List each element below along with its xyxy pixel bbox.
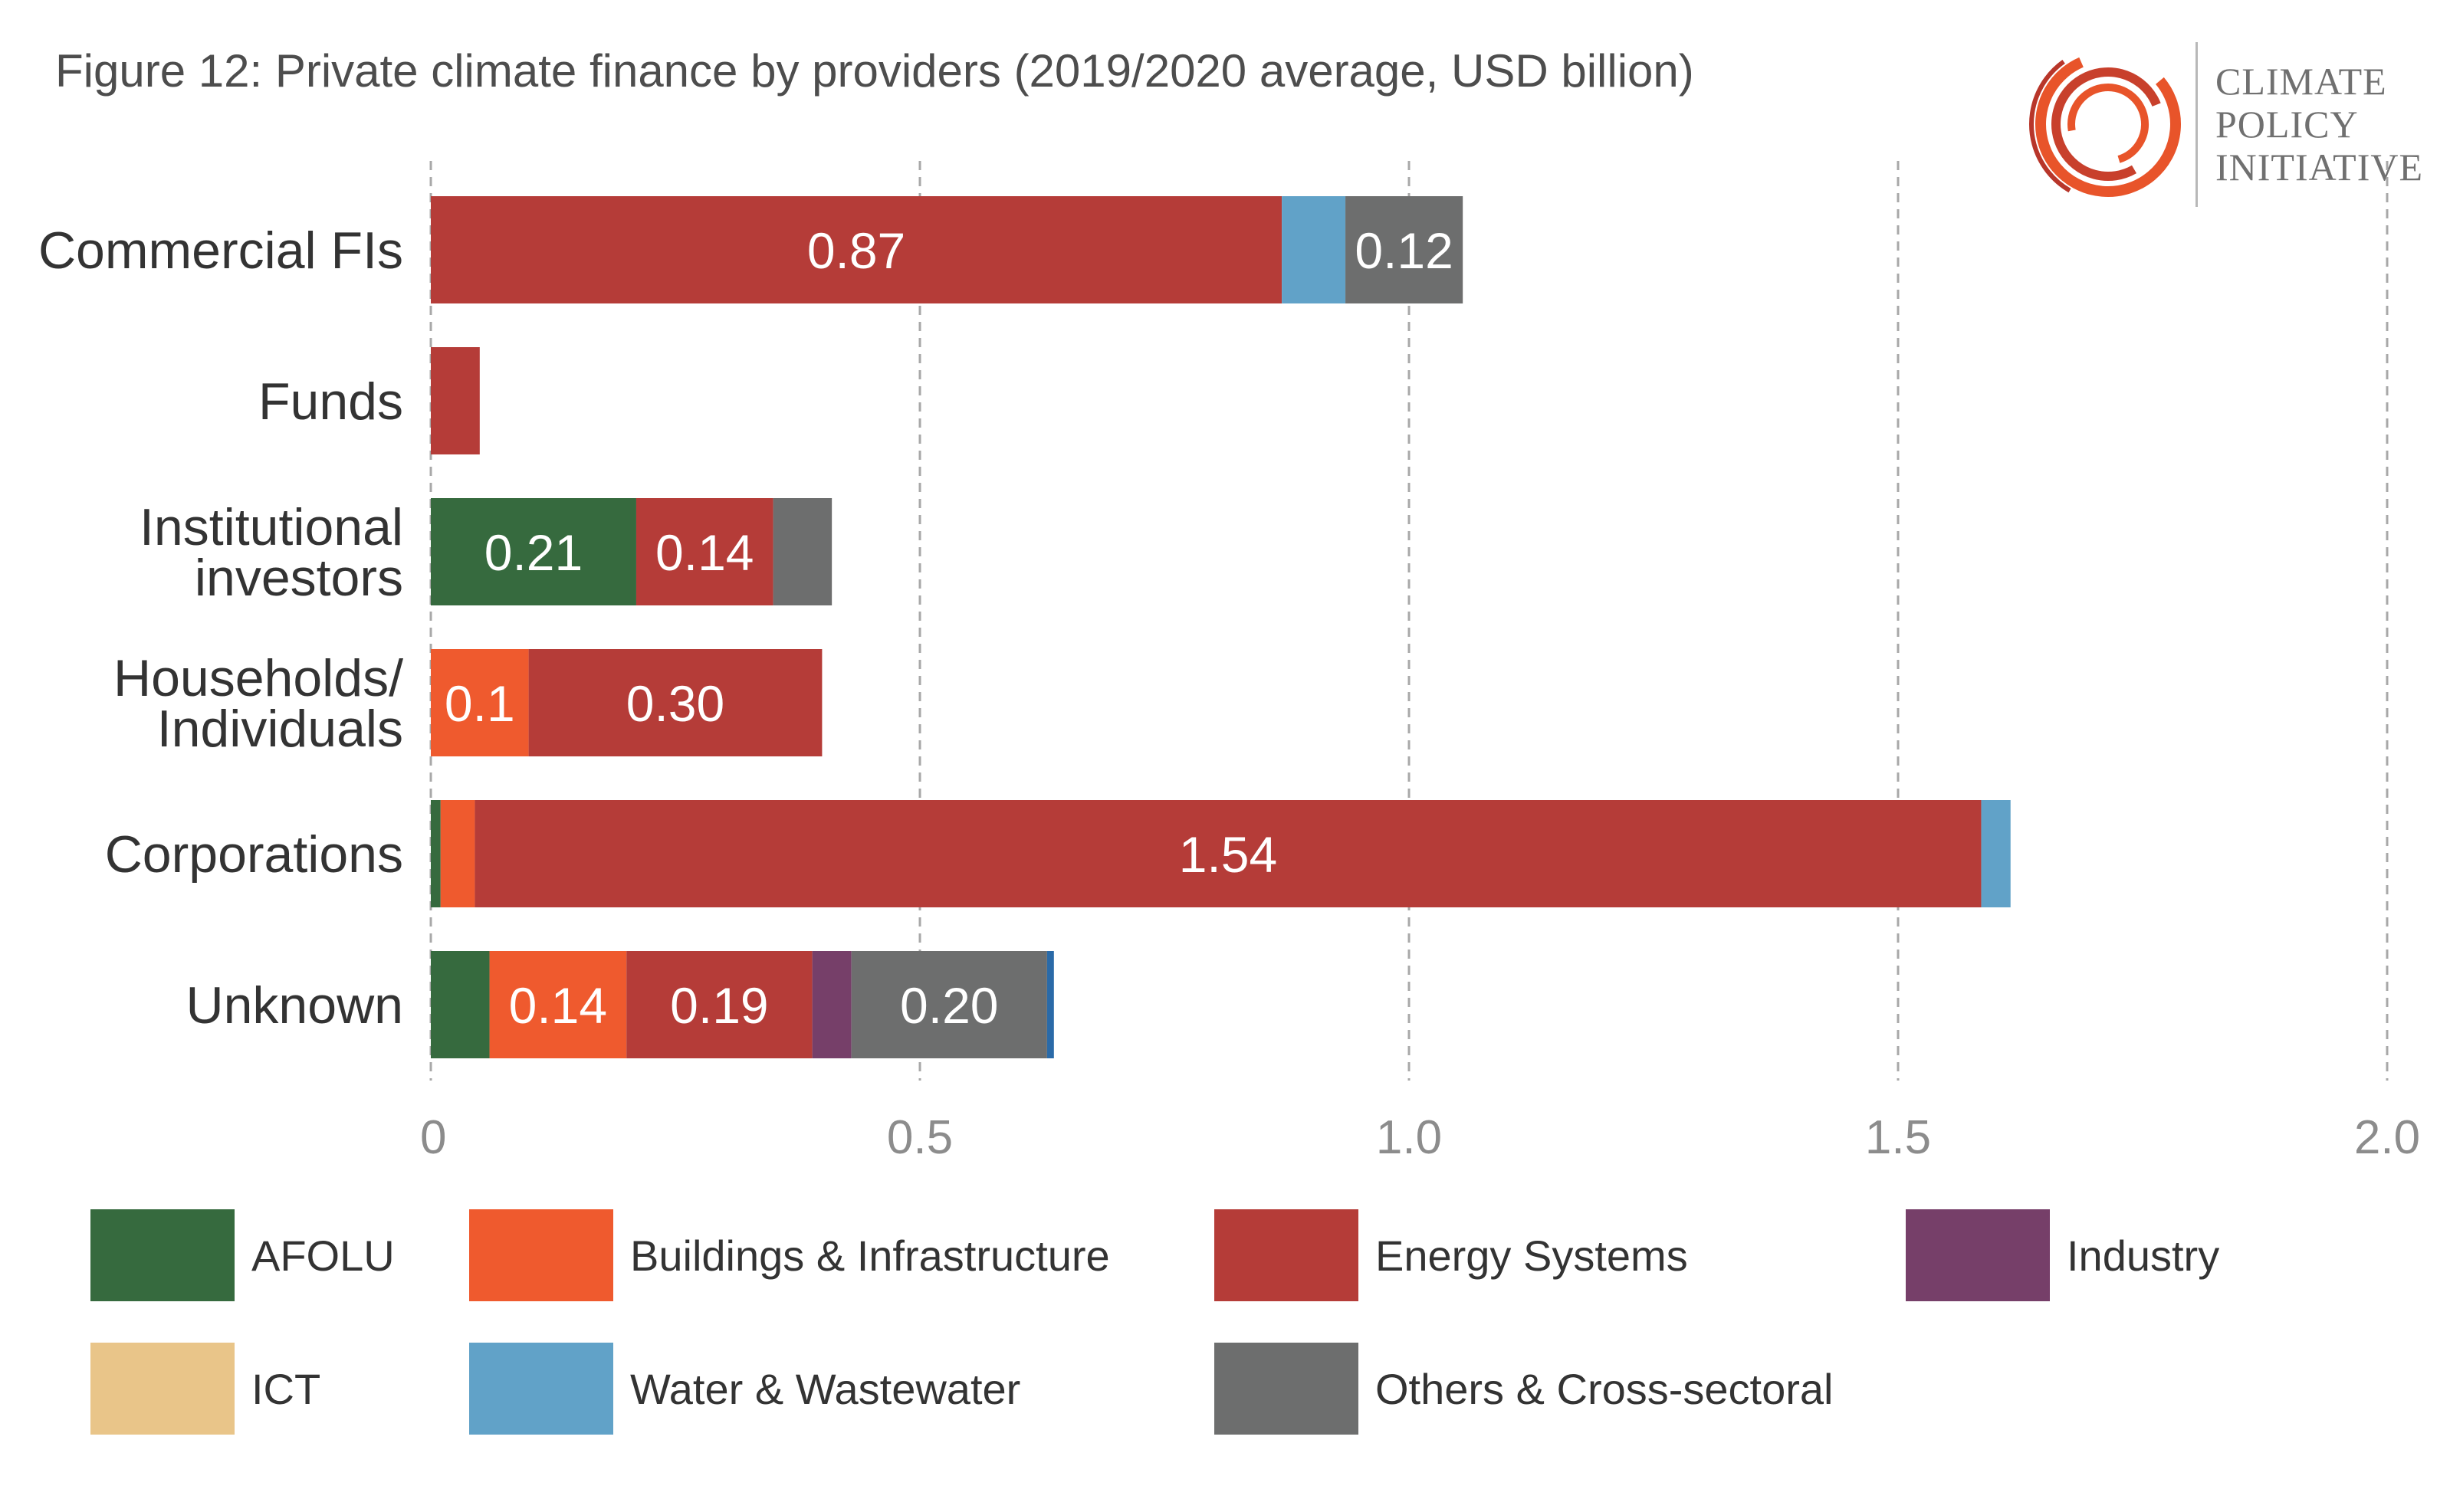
stacked-bar-chart: 0.87 0.120.21 0.140.1 0.301.540.14 0.19 0.20 … (38, 161, 2420, 1164)
legend-swatch (90, 1209, 235, 1301)
grid-lines (429, 161, 2389, 1081)
bar-segment (431, 951, 490, 1058)
legend-label: AFOLU (251, 1232, 395, 1280)
bar-segment (489, 951, 627, 1058)
bar-segment (431, 498, 636, 605)
data-label: 0.14 (655, 524, 754, 581)
category-label: Unknown (186, 976, 404, 1035)
category-label-line: Corporations (105, 825, 403, 884)
bar-segment (1282, 196, 1346, 303)
legend-label: Water & Wastewater (630, 1365, 1021, 1413)
data-label: 0.21 (484, 524, 583, 581)
category-label: Institutional investors (140, 498, 403, 607)
x-tick-label: 1.5 (1865, 1111, 1931, 1164)
category-labels: Commercial FIs Funds Institutional investor… (38, 221, 403, 1035)
bar-segment (1981, 800, 2011, 907)
data-label: 0.12 (1355, 222, 1453, 279)
legend-label: ICT (251, 1365, 321, 1413)
legend-label: Others & Cross-sectoral (1375, 1365, 1834, 1413)
data-label: 1.54 (1179, 826, 1277, 883)
legend-label: Industry (2067, 1232, 2220, 1280)
data-label: 0.19 (670, 977, 768, 1034)
x-tick-label: 2.0 (2354, 1111, 2420, 1164)
bar-segment (431, 649, 529, 756)
bar-segment (851, 951, 1047, 1058)
legend-swatch (1214, 1343, 1358, 1435)
legend-label: Energy Systems (1375, 1232, 1688, 1280)
chart-title: Figure 12: Private climate finance by pr… (55, 45, 1694, 97)
data-label: 0.87 (807, 222, 905, 279)
category-label: Commercial FIs (38, 221, 403, 280)
category-label: Corporations (105, 825, 403, 884)
category-label: Households/Individuals (113, 649, 403, 758)
legend-swatch (1214, 1209, 1358, 1301)
data-labels: 0.87 0.12 0.21 0.14 0.1 0.30 1.54 0.14 0.19 0.20 (445, 222, 1453, 1034)
category-label-line: Commercial FIs (38, 221, 403, 280)
logo-line-1: CLIMATE (2215, 60, 2387, 103)
cpi-swirl-logo-icon (2029, 44, 2187, 203)
x-tick-label: 1.0 (1376, 1111, 1442, 1164)
bar-segment (773, 498, 833, 605)
x-tick-label: 0.5 (887, 1111, 953, 1164)
legend-swatch (90, 1343, 235, 1435)
data-label: 0.14 (509, 977, 607, 1034)
bars (431, 196, 2011, 1058)
data-label: 0.1 (445, 675, 515, 732)
data-label: 0.30 (626, 675, 724, 732)
bar-segment (431, 800, 441, 907)
data-label: 0.20 (900, 977, 998, 1034)
category-label-line: Individuals (157, 700, 403, 758)
category-label-line: Unknown (186, 976, 404, 1035)
bar-segment (431, 196, 1282, 303)
category-label-line: Households/ (113, 649, 403, 707)
legend-swatch (469, 1343, 613, 1435)
bar-segment (431, 347, 480, 454)
bar-segment (812, 951, 852, 1058)
bar-segment (528, 649, 823, 756)
logo-divider (2195, 42, 2198, 207)
category-label: Funds (258, 372, 403, 431)
x-axis-ticks: 0 0.5 1.0 1.5 2.0 (420, 1111, 2420, 1164)
legend-label: Buildings & Infrastructure (630, 1232, 1110, 1280)
x-tick-label: 0 (420, 1111, 446, 1164)
bar-segment (626, 951, 813, 1058)
category-label-line: investors (195, 549, 403, 607)
legend-swatch (1906, 1209, 2050, 1301)
bar-segment (635, 498, 773, 605)
legend-swatch (469, 1209, 613, 1301)
bar-segment (440, 800, 475, 907)
logo-line-2: POLICY (2215, 103, 2359, 146)
category-label-line: Funds (258, 372, 403, 431)
bar-segment (1345, 196, 1463, 303)
bar-segment (475, 800, 1982, 907)
category-label-line: Institutional (140, 498, 403, 556)
bar-segment (1046, 951, 1054, 1058)
